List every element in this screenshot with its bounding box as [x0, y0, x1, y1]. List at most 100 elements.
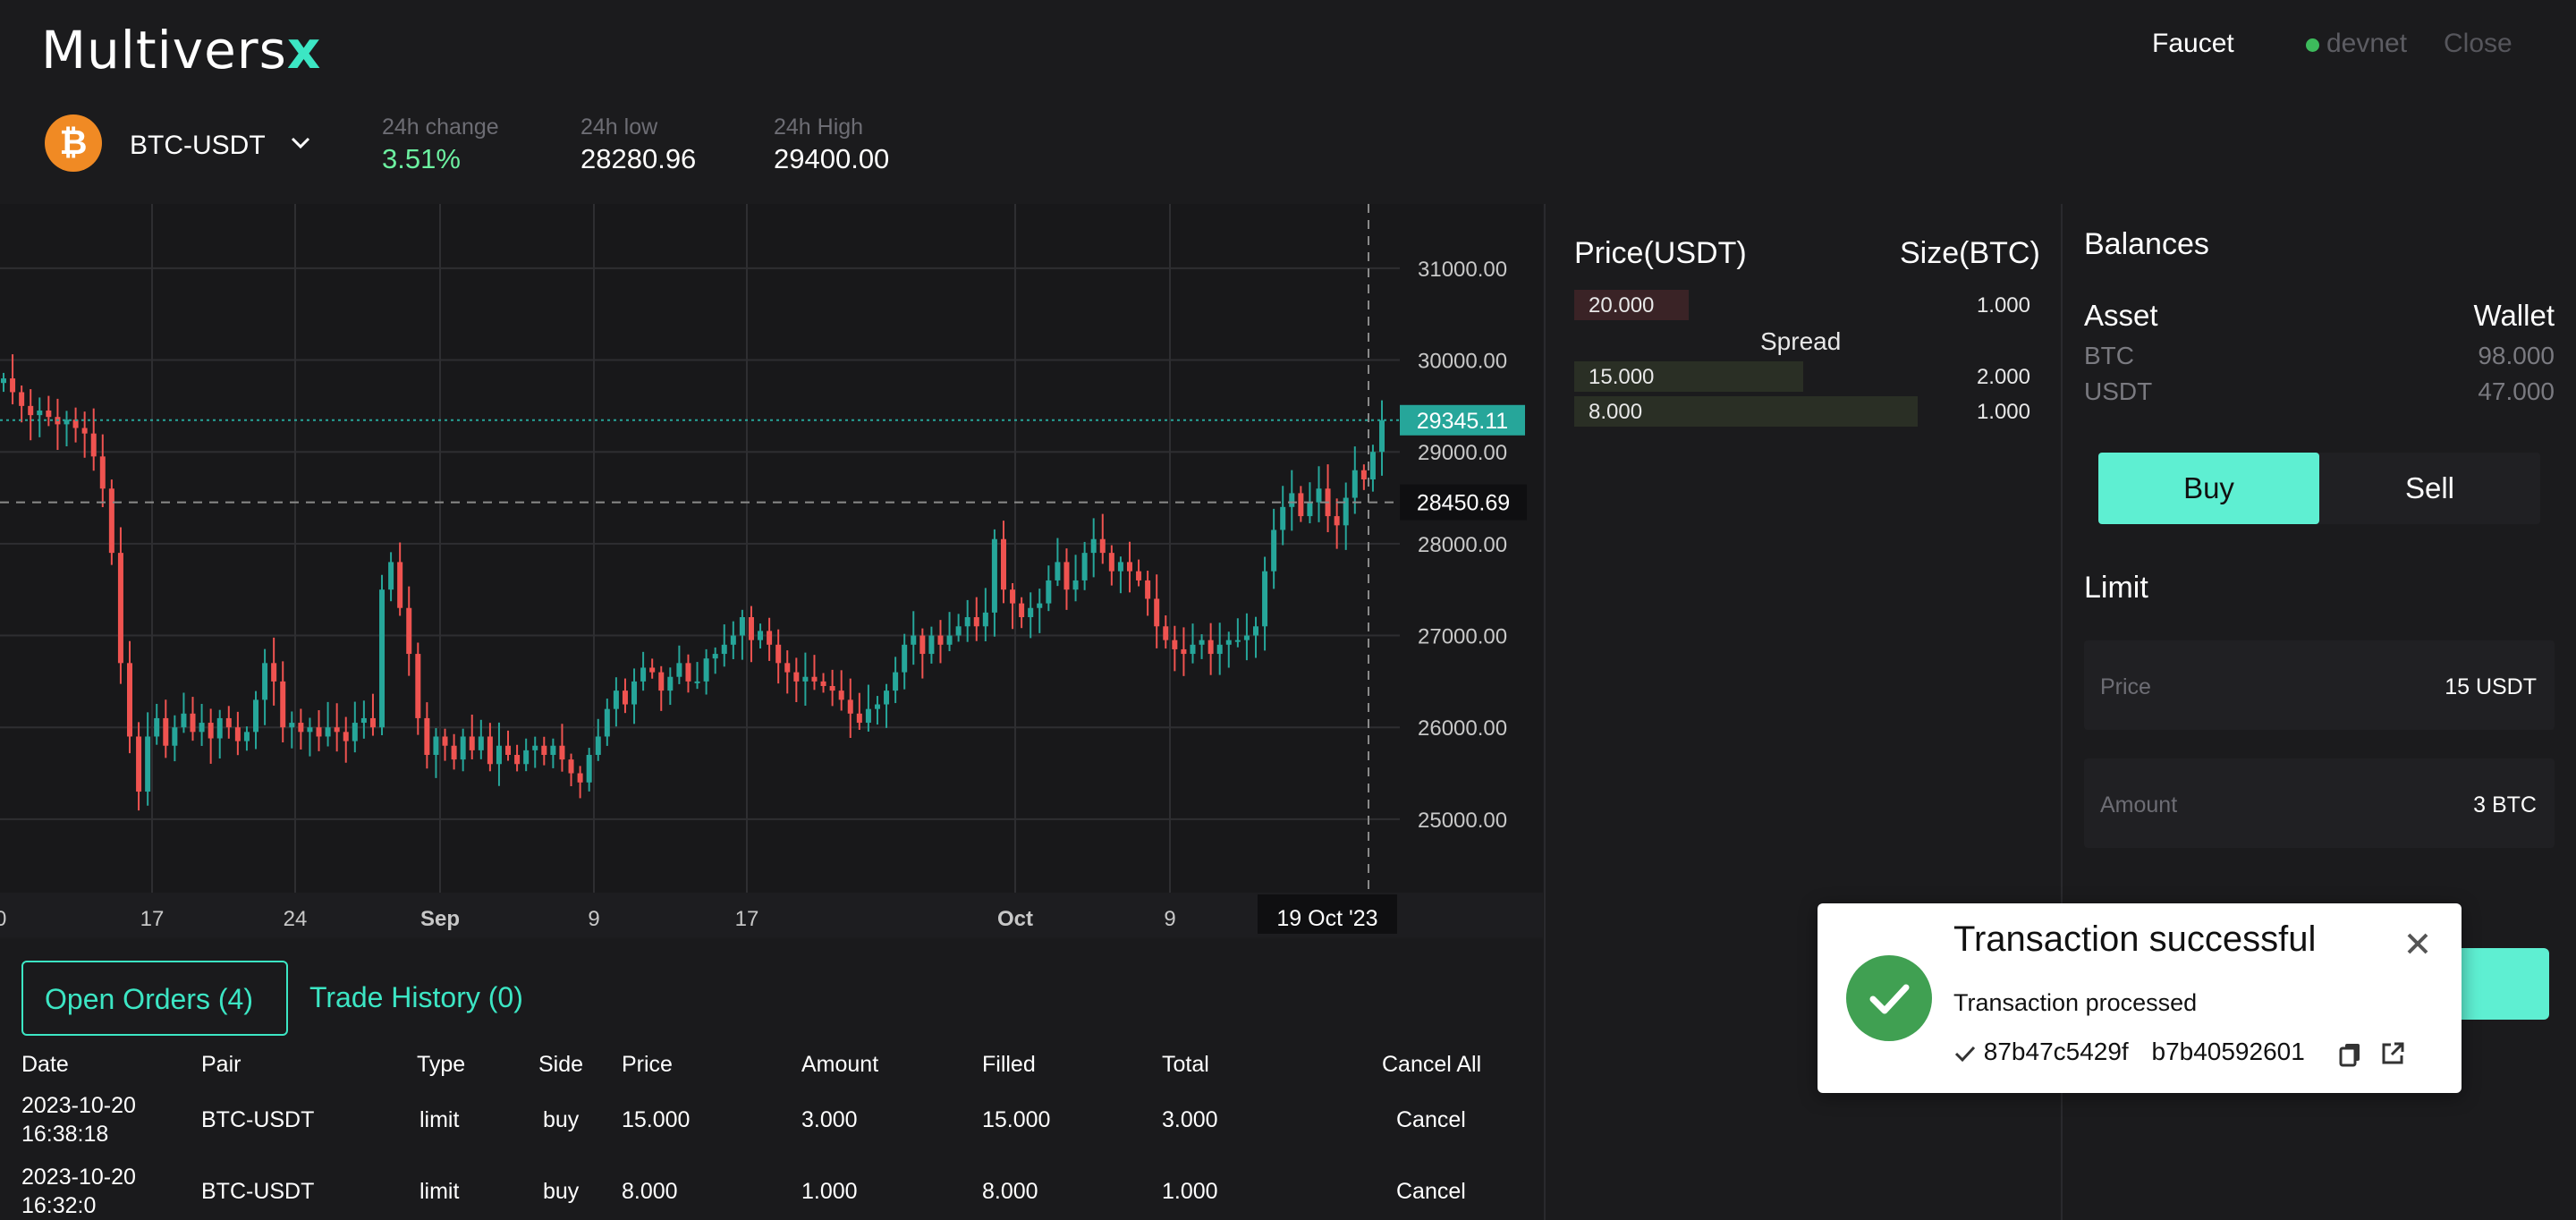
candle-body: [1163, 626, 1169, 640]
close-icon[interactable]: [2404, 930, 2431, 957]
chart-background: [0, 204, 1543, 937]
candle-body: [505, 745, 512, 755]
price-input[interactable]: Price 15 USDT: [2084, 640, 2555, 730]
low-label: 24h low: [580, 114, 658, 140]
close-button[interactable]: Close: [2444, 29, 2512, 58]
candle-body: [739, 617, 745, 636]
crosshair-x-tag: [1258, 894, 1397, 934]
candle-body: [37, 411, 43, 416]
price-chart[interactable]: 31000.00 30000.00 29000.00 28000.00 27000.00…: [0, 204, 1543, 937]
x-tick-label: 9: [1164, 907, 1175, 931]
candle-body: [334, 727, 340, 733]
crosshair-x-label: 19 Oct '23: [1276, 906, 1377, 931]
row1-price: 15.000: [622, 1107, 691, 1132]
copy-icon[interactable]: [2337, 1040, 2364, 1067]
orderbook-divider: [2061, 204, 2063, 1220]
candle-body: [631, 681, 638, 705]
candle-body: [928, 635, 935, 655]
candle-body: [586, 755, 592, 783]
candle-body: [360, 717, 367, 724]
row1-cancel-button[interactable]: Cancel: [1396, 1107, 1466, 1132]
candle-body: [902, 644, 908, 673]
balance-wallet-btc: 98.000: [2478, 342, 2555, 369]
chevron-down-icon[interactable]: [288, 132, 313, 154]
candle-body: [1072, 580, 1079, 590]
pair-selector-label[interactable]: BTC-USDT: [130, 131, 266, 160]
candle-body: [1208, 640, 1214, 655]
candle-body: [199, 723, 205, 733]
bid-size: 2.000: [1976, 365, 2030, 389]
amount-input[interactable]: Amount 3 BTC: [2084, 758, 2555, 848]
candle-body: [172, 727, 178, 746]
x-tick-label: 24: [284, 907, 308, 931]
candle-body: [874, 704, 880, 709]
candle-body: [28, 405, 34, 416]
candle-body: [730, 635, 736, 645]
candle-body: [613, 690, 619, 709]
buy-tab[interactable]: Buy: [2098, 453, 2319, 524]
candle-body: [829, 686, 835, 691]
candle-body: [541, 745, 547, 755]
candle-body: [1190, 644, 1196, 655]
x-tick-label: 17: [735, 907, 759, 931]
candle-body: [406, 607, 412, 655]
ask-size: 1.000: [1976, 293, 2030, 318]
bid-price[interactable]: 15.000: [1589, 365, 1655, 389]
y-tick-label: 30000.00: [1418, 350, 1507, 374]
candle-body: [712, 654, 718, 659]
row2-cancel-button[interactable]: Cancel: [1396, 1179, 1466, 1204]
candle-body: [280, 681, 286, 728]
candle-body: [991, 538, 997, 613]
external-link-icon[interactable]: [2379, 1040, 2406, 1067]
crosshair-y-tag: [1400, 484, 1527, 521]
candle-body: [559, 745, 565, 760]
y-tick-label: 25000.00: [1418, 809, 1507, 833]
candle-body: [1379, 419, 1385, 453]
candle-body: [911, 635, 917, 645]
candle-body: [460, 736, 466, 760]
candle-body: [1172, 640, 1178, 649]
ask-price[interactable]: 20.000: [1589, 293, 1655, 318]
orders-panel: [0, 939, 1544, 1220]
candle-body: [262, 663, 268, 700]
cancel-all-button[interactable]: Cancel All: [1382, 1052, 1482, 1077]
candle-body: [1019, 603, 1025, 617]
network-indicator[interactable]: devnet: [2306, 29, 2407, 59]
tx-hash-2: b7b40592601: [2151, 1038, 2305, 1065]
candle-body: [1037, 603, 1043, 608]
candle-body: [523, 750, 530, 765]
y-tick-label: 27000.00: [1418, 625, 1507, 649]
col-side: Side: [538, 1052, 584, 1077]
candle-body: [1369, 452, 1376, 479]
x-tick-label: Sep: [420, 907, 460, 931]
candle-body: [234, 727, 241, 741]
toast-hash-row: 87b47c5429f b7b40592601: [1953, 1038, 2406, 1067]
candle-body: [19, 392, 25, 406]
limit-title: Limit: [2084, 571, 2148, 605]
bid-size: 1.000: [1976, 400, 2030, 424]
row2-date-1: 2023-10-20: [21, 1165, 136, 1190]
candle-body: [1262, 571, 1268, 627]
candle-body: [1000, 538, 1006, 590]
candle-body: [442, 736, 448, 746]
amount-input-label: Amount: [2100, 792, 2178, 818]
row2-side: buy: [543, 1179, 580, 1204]
tab-open-orders[interactable]: Open Orders (4): [21, 961, 288, 1036]
candle-body: [1063, 562, 1070, 590]
sell-tab[interactable]: Sell: [2404, 471, 2455, 504]
multivers-logo[interactable]: Multiversx: [41, 20, 321, 80]
candle-body: [946, 635, 953, 645]
faucet-link[interactable]: Faucet: [2152, 29, 2234, 58]
tx-hash-1: 87b47c5429f: [1983, 1038, 2129, 1065]
logo-text: Multivers: [41, 20, 287, 80]
row1-pair: BTC-USDT: [201, 1107, 315, 1132]
candle-body: [577, 773, 583, 783]
candle-body: [127, 663, 133, 737]
crosshair-y-label: 28450.69: [1417, 491, 1510, 516]
candle-body: [1145, 580, 1151, 599]
tab-trade-history[interactable]: Trade History (0): [309, 981, 523, 1013]
candle-body: [1028, 607, 1034, 617]
bid-price[interactable]: 8.000: [1589, 400, 1643, 424]
candle-body: [1252, 626, 1258, 636]
candle-body: [820, 681, 826, 686]
